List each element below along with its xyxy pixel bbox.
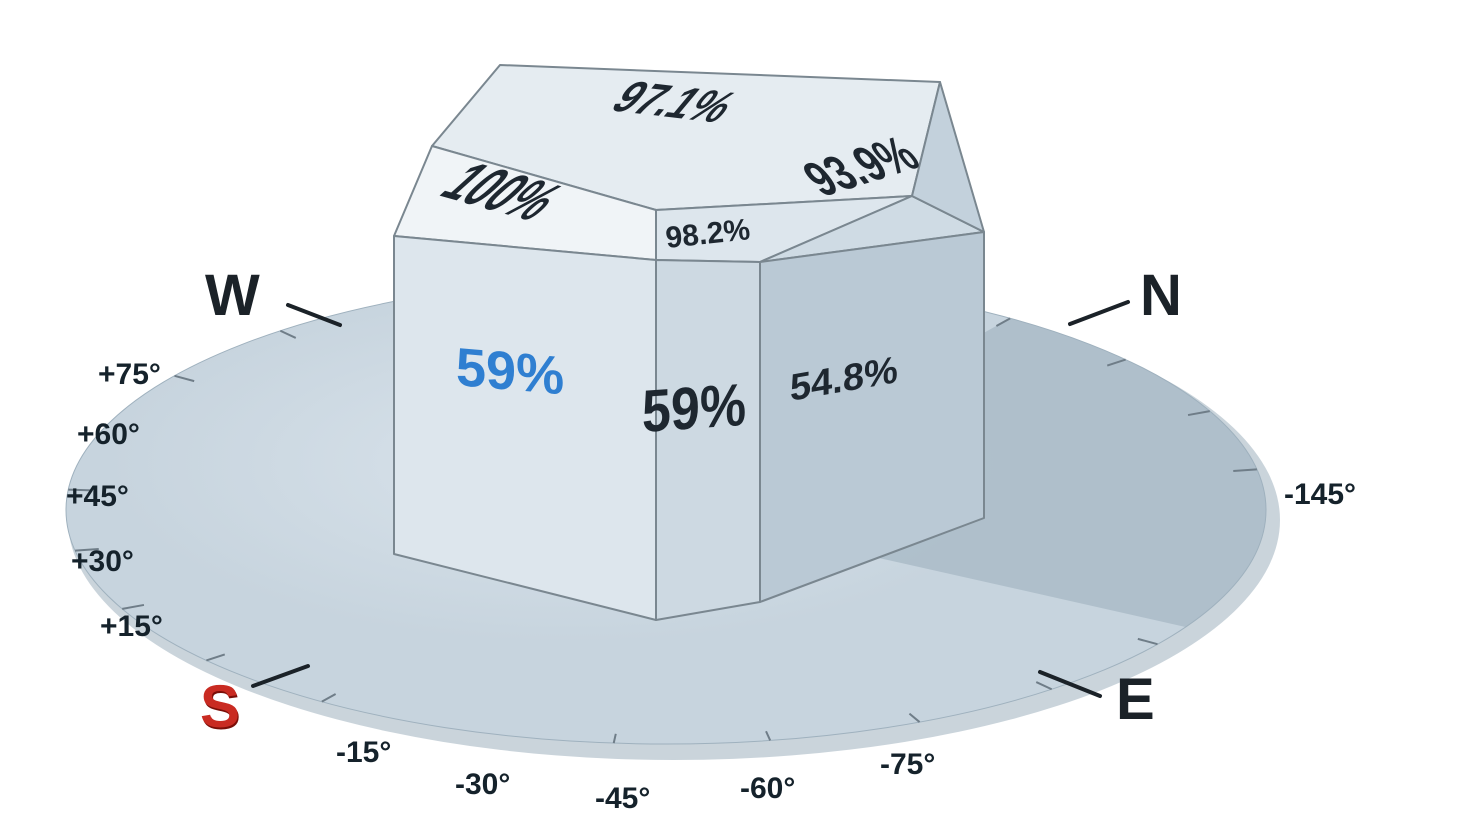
degree-label: +30° xyxy=(71,545,134,579)
degree-label: -145° xyxy=(1284,478,1356,512)
cardinal-n: N xyxy=(1140,262,1182,329)
face-percent-label: 59% xyxy=(642,371,746,447)
degree-label: +60° xyxy=(77,418,140,452)
face-percent-label: 59% xyxy=(456,336,564,407)
degree-label: -15° xyxy=(336,736,391,770)
degree-label: +45° xyxy=(66,480,129,514)
degree-label: +15° xyxy=(100,610,163,644)
degree-label: -45° xyxy=(595,782,650,816)
degree-label: +75° xyxy=(98,358,161,392)
cardinal-e: E xyxy=(1116,666,1155,733)
cardinal-w: W xyxy=(205,262,260,329)
degree-label: -30° xyxy=(455,768,510,802)
diagram-stage: +75° +60° +45° +30° +15° -15° -30° -45° -60° -75°… xyxy=(0,0,1479,832)
face-wall-left xyxy=(394,236,656,620)
degree-label: -75° xyxy=(880,748,935,782)
cardinal-s: S xyxy=(200,672,240,741)
degree-label: -60° xyxy=(740,772,795,806)
